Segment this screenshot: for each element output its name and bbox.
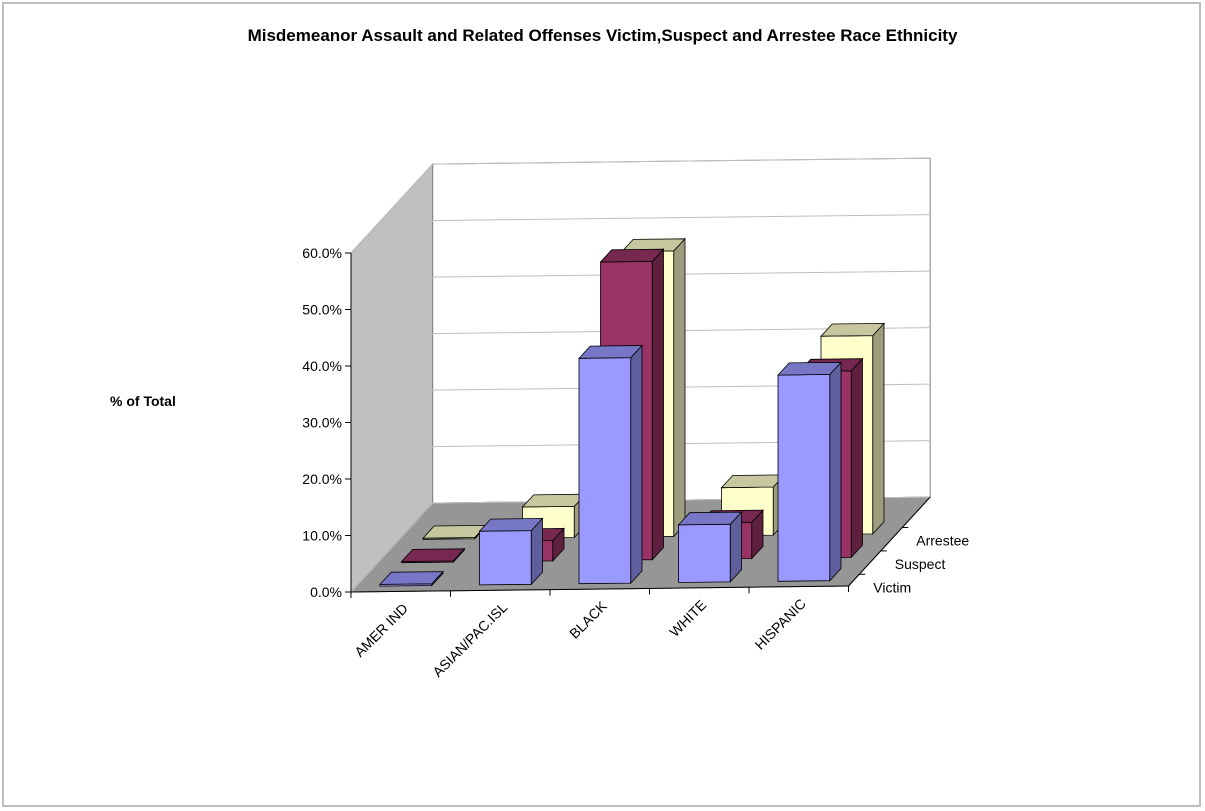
x-tick-label: HISPANIC <box>752 595 809 652</box>
chart-bars <box>379 237 885 587</box>
x-axis-line <box>350 585 849 593</box>
y-tick-label: 20.0% <box>302 471 342 487</box>
y-axis-label: % of Total <box>110 393 176 409</box>
y-tick-label: 30.0% <box>302 415 342 431</box>
bar-top-face <box>578 345 643 359</box>
gridline <box>350 157 931 254</box>
bar-top-face <box>400 548 466 563</box>
y-tick-label: 0.0% <box>310 584 342 600</box>
bar-suspect-0 <box>400 547 466 564</box>
bar-victim-1 <box>478 517 544 586</box>
x-tick-label: AMER IND <box>351 600 411 660</box>
y-tick-label: 10.0% <box>302 528 342 544</box>
gridline <box>350 214 931 310</box>
gridline <box>350 270 931 367</box>
bar-top-face <box>677 511 743 526</box>
bar-victim-4 <box>777 361 842 582</box>
gridline <box>350 383 931 480</box>
bar-front-face <box>479 530 532 586</box>
series-label: Victim <box>873 579 911 595</box>
y-tick-label: 50.0% <box>302 302 342 318</box>
series-label: Arrestee <box>916 533 969 549</box>
bar-victim-3 <box>677 511 743 583</box>
bar-arrestee-0 <box>422 524 487 540</box>
bar-side-face <box>829 361 842 582</box>
bar-victim-0 <box>379 570 444 587</box>
bar-front-face <box>678 523 731 583</box>
bar-front-face <box>578 357 632 585</box>
bar-top-face <box>379 571 444 585</box>
bar-side-face <box>850 357 863 559</box>
x-tick-label: BLACK <box>566 597 610 641</box>
bar-side-face <box>630 344 643 585</box>
y-tick-label: 60.0% <box>302 245 342 261</box>
chart-title: Misdemeanor Assault and Related Offenses… <box>247 26 958 45</box>
bar-top-face <box>820 322 885 337</box>
series-axis-line <box>848 496 931 587</box>
bar-top-face <box>599 248 665 263</box>
x-tick-label: WHITE <box>666 597 709 640</box>
gridline <box>350 327 931 423</box>
bar-side-face <box>651 248 664 561</box>
y-tick-label: 40.0% <box>302 358 342 374</box>
bar-side-face <box>673 237 686 538</box>
bar-front-face <box>777 373 831 582</box>
bar-side-face <box>872 322 885 535</box>
x-tick-label: ASIAN/PAC.ISL <box>429 599 510 680</box>
bar-victim-2 <box>578 344 643 585</box>
bar-top-face <box>777 361 842 376</box>
bar-top-face <box>478 517 544 532</box>
gridline <box>350 440 931 536</box>
series-label: Suspect <box>895 556 946 572</box>
